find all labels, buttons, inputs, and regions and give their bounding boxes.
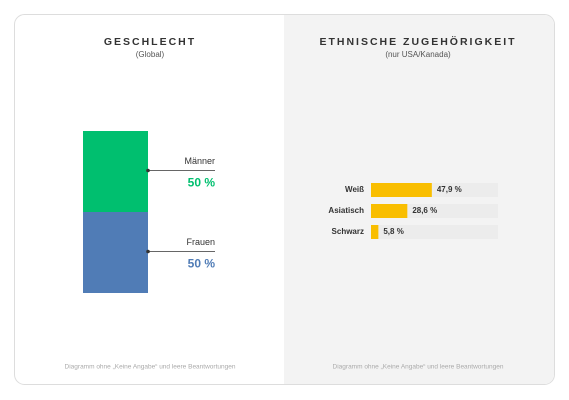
bar-segment xyxy=(83,131,148,212)
chart-subtitle: (nur USA/Kanada) xyxy=(385,50,451,59)
bar xyxy=(371,204,408,218)
legend-label: Frauen xyxy=(186,237,215,247)
value-label: 28,6 % xyxy=(412,206,437,215)
value-label: 47,9 % xyxy=(437,185,462,194)
category-label: Schwarz xyxy=(332,227,364,236)
value-label: 50 % xyxy=(188,176,216,190)
category-label: Weiß xyxy=(345,185,364,194)
category-label: Asiatisch xyxy=(328,206,364,215)
chart-title: GESCHLECHT xyxy=(104,36,196,48)
bar xyxy=(371,183,432,197)
value-label: 50 % xyxy=(188,257,216,271)
legend-label: Männer xyxy=(184,156,215,166)
leader-dot xyxy=(146,168,150,173)
footnote: Diagramm ohne „Keine Angabe“ und leere B… xyxy=(65,364,236,371)
bar-segment xyxy=(83,212,148,293)
bar xyxy=(371,225,379,239)
value-label: 5,8 % xyxy=(383,227,403,236)
chart-subtitle: (Global) xyxy=(136,50,165,59)
footnote: Diagramm ohne „Keine Angabe“ und leere B… xyxy=(333,364,504,371)
leader-dot xyxy=(146,249,150,254)
bar-track xyxy=(371,225,498,239)
chart-title: ETHNISCHE ZUGEHÖRIGKEIT xyxy=(319,35,516,48)
right-panel xyxy=(284,15,554,384)
